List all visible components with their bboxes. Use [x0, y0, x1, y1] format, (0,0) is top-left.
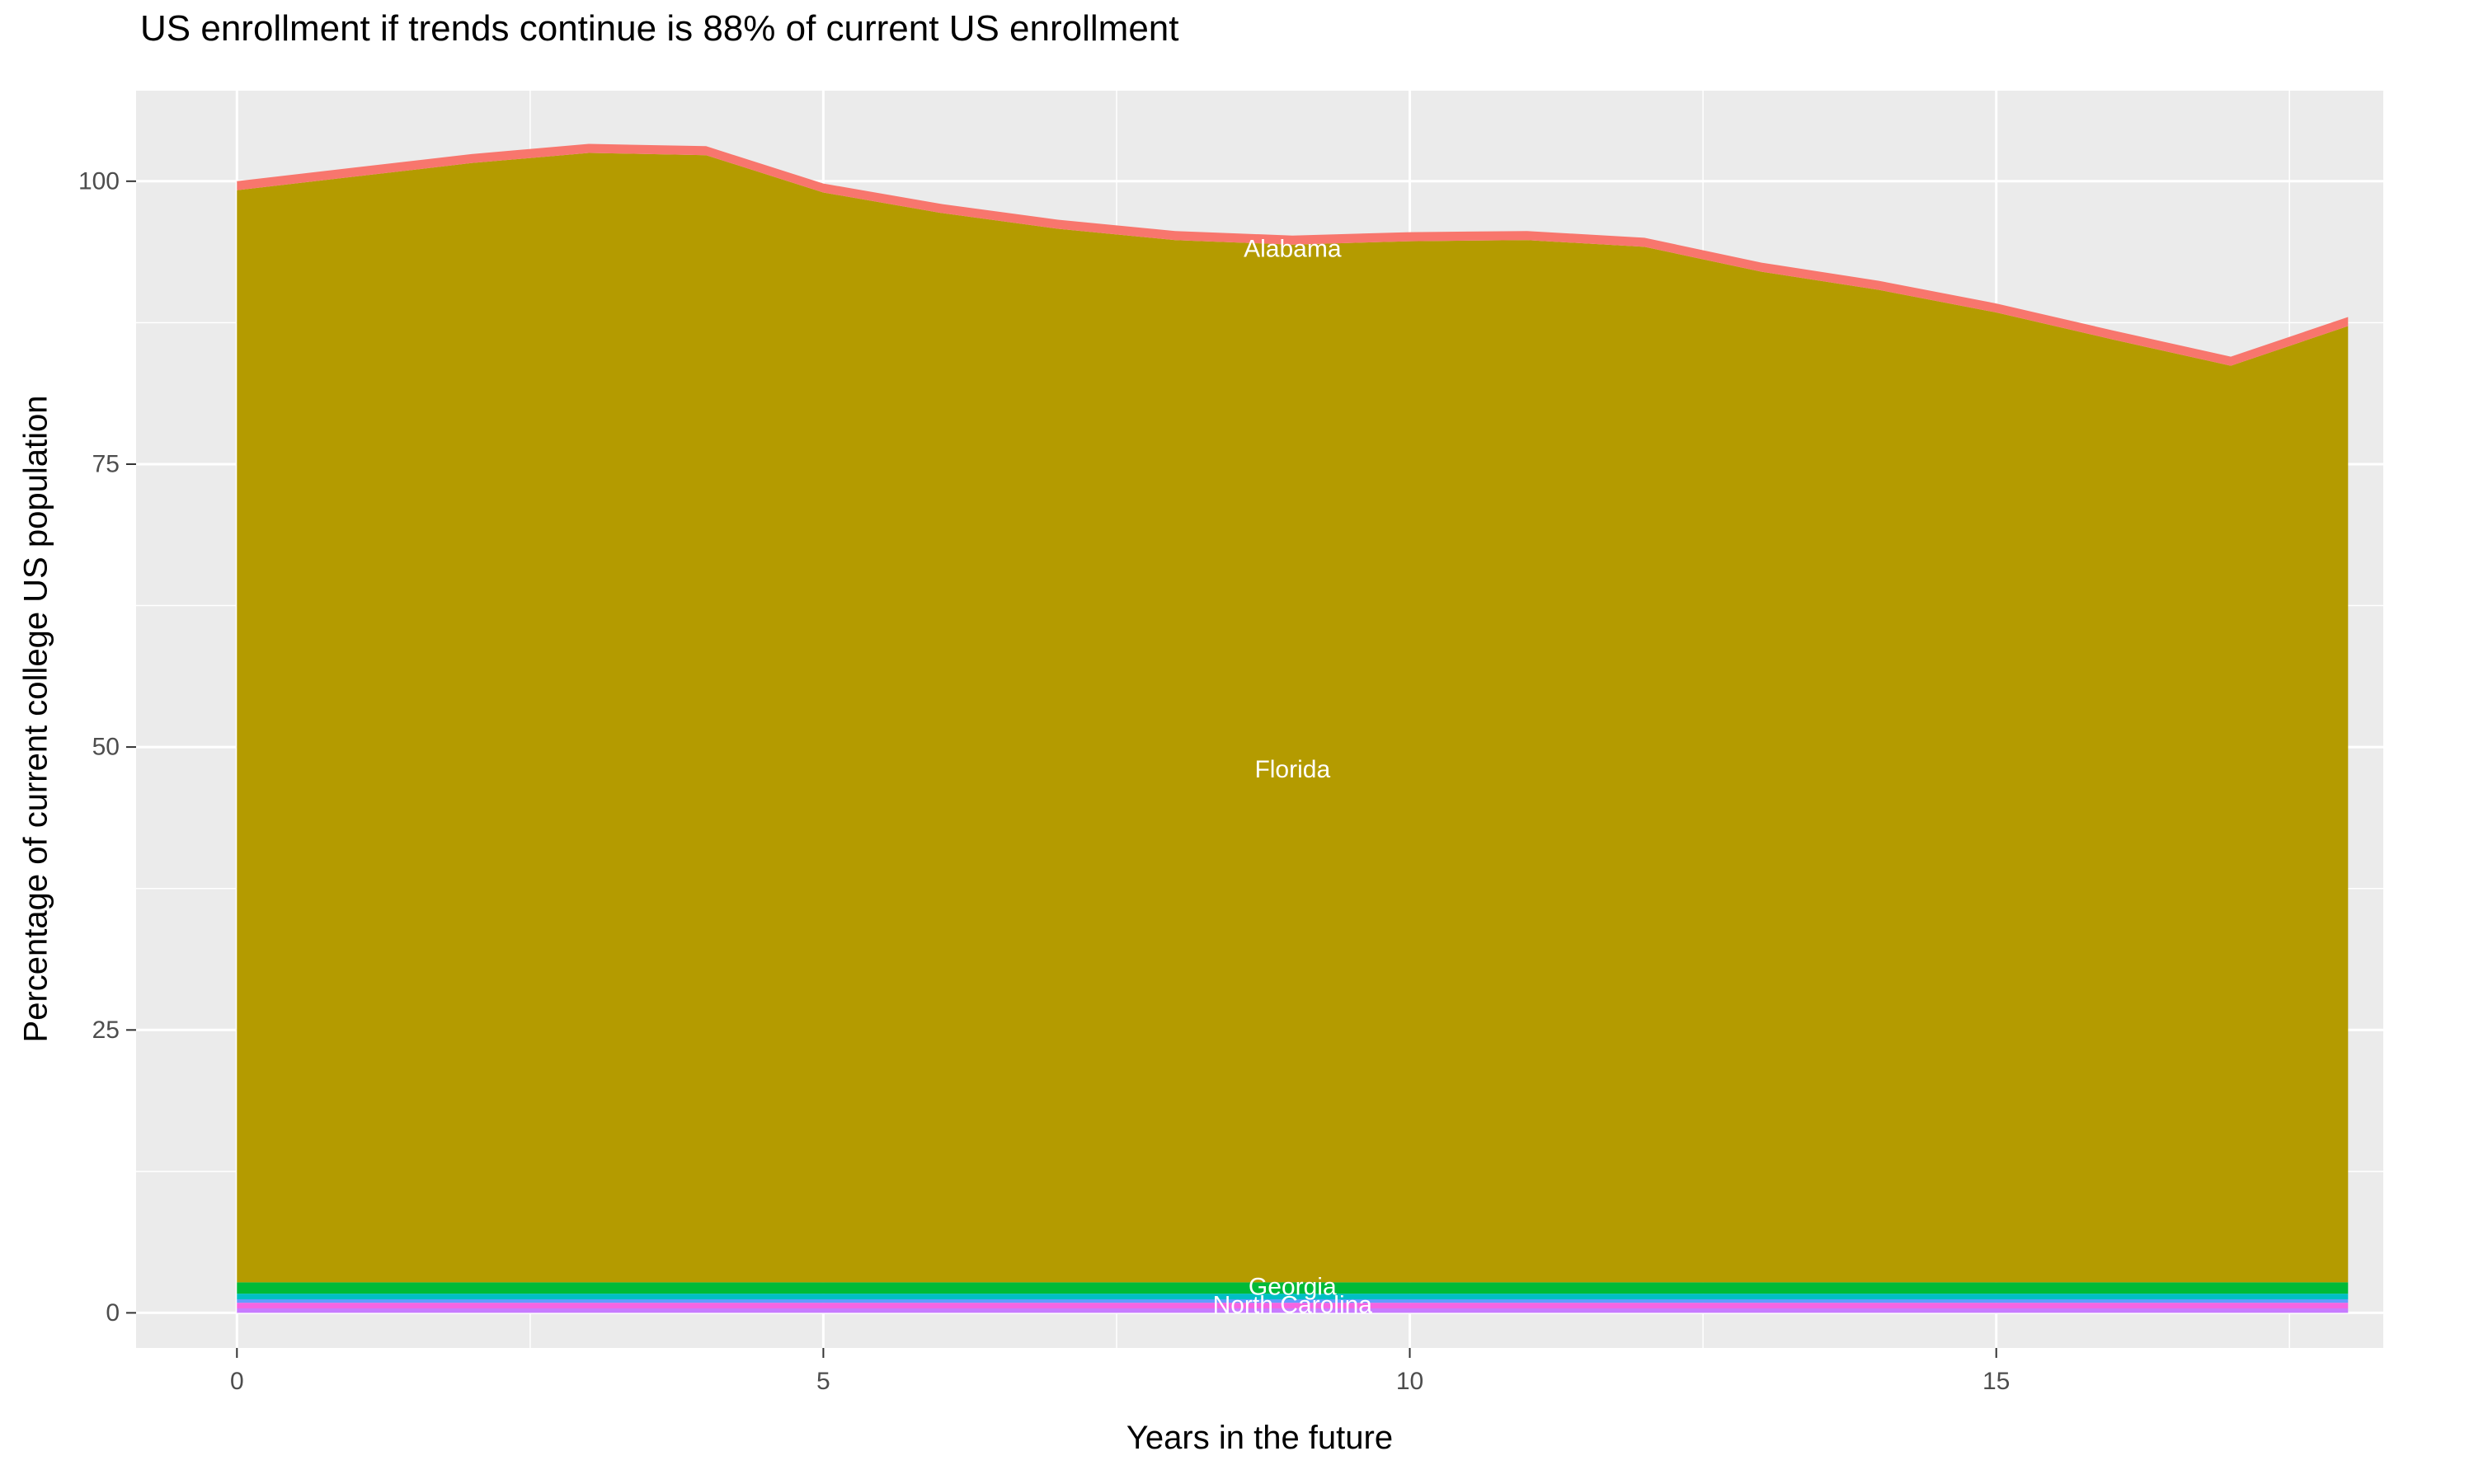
area-florida [237, 153, 2349, 1283]
area-alabama [237, 143, 2349, 366]
x-axis-title: Years in the future [1126, 1420, 1394, 1456]
area-unlabeled-teal [237, 1294, 2349, 1299]
x-tick-label: 15 [1982, 1368, 2010, 1395]
area-north-carolina [237, 1303, 2349, 1308]
series-label-florida: Florida [1254, 756, 1330, 783]
y-tick-label: 100 [78, 167, 120, 195]
series-label-alabama: Alabama [1244, 236, 1342, 263]
y-tick-label: 0 [106, 1299, 120, 1327]
x-tick-label: 10 [1396, 1368, 1423, 1395]
y-tick-label: 25 [92, 1017, 120, 1044]
area-unlabeled-violet [237, 1308, 2349, 1313]
area-unlabeled-blue [237, 1299, 2349, 1303]
series-label-georgia: Georgia [1249, 1273, 1337, 1300]
y-tick-label: 50 [92, 734, 120, 761]
y-tick-label: 75 [92, 451, 120, 478]
chart-title: US enrollment if trends continue is 88% … [140, 8, 1179, 49]
y-axis-title: Percentage of current college US populat… [17, 395, 54, 1043]
x-tick-label: 5 [816, 1368, 830, 1395]
area-georgia [237, 1282, 2349, 1294]
x-tick-label: 0 [230, 1368, 244, 1395]
series-label-north-carolina: North Carolina [1213, 1291, 1373, 1318]
